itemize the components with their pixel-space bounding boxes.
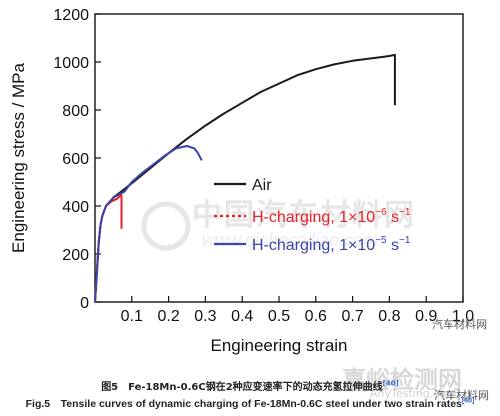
legend-label-h6: H-charging, 1×10−6 s−1 [252, 207, 411, 226]
bottom-watermark-main: 嘉峪检测网 [342, 366, 462, 394]
y-tick-label: 400 [62, 199, 89, 216]
legend-label-h5-exp: −5 [375, 235, 387, 246]
y-axis-title: Engineering stress / MPa [9, 62, 28, 252]
caption-english: Fig.5 Tensile curves of dynamic charging… [0, 396, 500, 411]
bottom-watermark-sub: AnyTesting.com [370, 387, 457, 400]
caption-chinese: 图5 Fe-18Mn-0.6C钢在2种应变速率下的动态充氢拉伸曲线[40] [0, 378, 500, 393]
legend-label-h5-unit-exp: −1 [399, 235, 411, 246]
x-tick-label: 0.9 [415, 308, 437, 325]
legend-label-h5: H-charging, 1×10−5 s−1 [252, 235, 411, 254]
x-tick-label: 0.5 [268, 308, 290, 325]
legend-label-h6-prefix: H-charging, 1×10 [252, 209, 375, 226]
caption-chinese-ref: [40] [382, 379, 399, 388]
y-axis-ticks: 0 200 400 600 800 1000 1200 [53, 7, 101, 312]
y-tick-label: 1000 [53, 55, 89, 72]
y-tick-label: 200 [62, 247, 89, 264]
x-tick-label: 0.2 [157, 308, 179, 325]
legend-label-h5-unit: s [387, 237, 399, 254]
y-tick-label: 0 [80, 295, 89, 312]
x-tick-label: 0.8 [378, 308, 400, 325]
x-tick-label: 1.0 [452, 308, 474, 325]
x-tick-label: 0.6 [305, 308, 327, 325]
legend-label-h6-exp: −6 [375, 207, 387, 218]
legend-label-air: Air [252, 177, 272, 194]
caption-english-text: Fig.5 Tensile curves of dynamic charging… [25, 398, 462, 410]
y-tick-label: 800 [62, 103, 89, 120]
legend-label-h6-unit: s [387, 209, 399, 226]
legend-label-h6-unit-exp: −1 [399, 207, 411, 218]
bottom-watermark-band: 嘉峪检测网 AnyTesting.com 汽车材料网 [330, 360, 500, 416]
legend: Air H-charging, 1×10−6 s−1 H-charging, 1… [214, 177, 411, 254]
x-tick-label: 0.7 [341, 308, 363, 325]
y-tick-label: 600 [62, 151, 89, 168]
watermark-logo-icon [141, 201, 191, 251]
legend-label-h5-prefix: H-charging, 1×10 [252, 237, 375, 254]
plot-frame [94, 13, 464, 303]
x-tick-label: 0.3 [194, 308, 216, 325]
series-line-h-charging-1e-5 [94, 145, 203, 303]
watermark-side-brand: 汽车材料网 [432, 317, 487, 331]
y-tick-label: 1200 [53, 7, 89, 24]
x-tick-label: 0.1 [121, 308, 143, 325]
bottom-watermark-brand: 汽车材料网 [434, 389, 489, 402]
caption-english-ref: [40] [461, 397, 475, 405]
series-layer [94, 53, 396, 303]
x-tick-label: 0.4 [231, 308, 253, 325]
x-axis-title: Engineering strain [210, 336, 347, 355]
x-axis-ticks: 0.1 0.2 0.3 0.4 0.5 0.6 0.7 0.8 0.9 1.0 [121, 296, 474, 325]
watermark-url-text: www.qichecailiao.com [202, 230, 378, 250]
caption-chinese-text: 图5 Fe-18Mn-0.6C钢在2种应变速率下的动态充氢拉伸曲线 [101, 382, 383, 393]
series-line-air [94, 53, 396, 303]
